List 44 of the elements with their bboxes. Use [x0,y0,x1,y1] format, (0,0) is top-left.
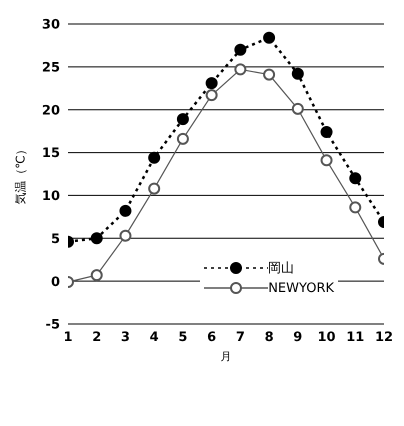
y-tick-label: 30 [42,18,60,33]
legend-label: NEWYORK [268,280,334,296]
y-tick-label: 25 [42,60,60,76]
x-tick-label: 11 [346,330,364,346]
x-tick-label: 4 [150,330,159,346]
point [148,152,160,164]
y-tick-label: 10 [42,189,60,204]
y-tick-label: 5 [50,232,60,247]
point [119,230,132,242]
point [148,182,160,195]
point [292,102,304,115]
x-tick-label: 10 [318,330,336,346]
point [206,77,218,90]
x-tick-label: 2 [92,330,102,346]
point [90,269,103,282]
x-axis-title: 月 [220,350,232,363]
x-tick-label: 1 [63,330,73,346]
point [119,204,132,217]
legend-label: 岡山 [268,260,294,277]
point [176,132,189,145]
x-tick-label: 3 [120,330,130,346]
point [263,68,276,81]
point [234,63,246,76]
point [176,113,189,126]
y-tick-label: 0 [50,274,60,290]
point [90,232,103,244]
point [206,89,218,102]
point [320,154,333,166]
x-tick-label: 12 [374,330,394,346]
x-tick-label: 9 [293,330,302,346]
y-tick-label: 15 [42,146,60,162]
x-tick-label: 8 [264,330,274,346]
x-tick-label: 5 [178,330,188,346]
x-tick-label: 7 [236,330,245,346]
point [320,126,333,138]
y-tick-label: -5 [46,318,60,333]
y-tick-label: 20 [42,103,60,118]
point [234,44,246,56]
point [349,201,362,214]
x-tick-label: 6 [207,330,216,346]
point [292,68,304,80]
point [263,32,276,44]
point [349,172,362,184]
y-axis-title: 気温（℃） [13,143,28,205]
